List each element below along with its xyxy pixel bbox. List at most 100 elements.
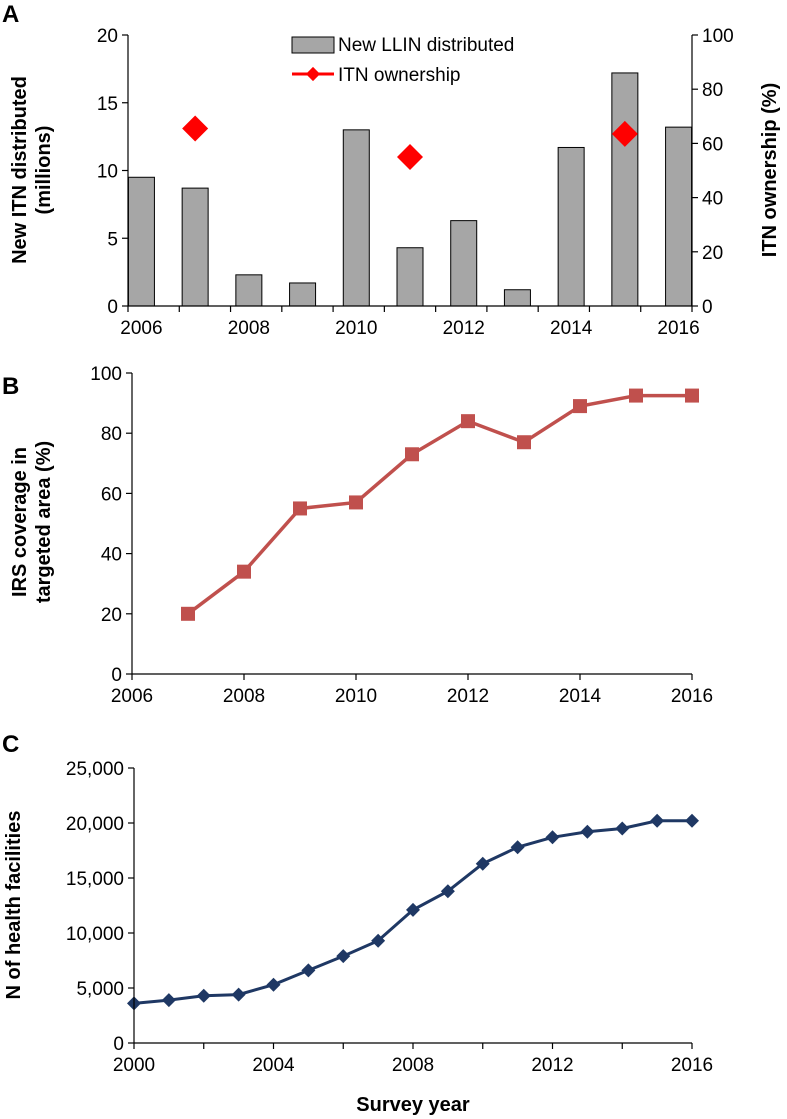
health-facilities-point-2012 bbox=[545, 830, 560, 845]
panel-a-y2tick-label: 20 bbox=[702, 243, 723, 264]
bar-2011 bbox=[396, 247, 424, 307]
bar-2013 bbox=[503, 289, 531, 307]
panel-c-xtick-label: 2008 bbox=[392, 1055, 434, 1076]
legend-swatch-llin bbox=[291, 36, 335, 54]
panel-c-ytick-label: 5,000 bbox=[76, 979, 124, 1000]
panel-c-xtick-label: 2012 bbox=[531, 1055, 573, 1076]
panel-a-y2tick-label: 80 bbox=[702, 80, 723, 101]
itn-marker-2015 bbox=[611, 120, 638, 147]
panel-b-ylabel-line2: targeted area (%) bbox=[33, 441, 55, 603]
panel-b-ytick-label: 40 bbox=[101, 545, 122, 566]
panel-c-xtick-label: 2000 bbox=[113, 1055, 155, 1076]
panel-a-ytick-label: 10 bbox=[97, 162, 118, 183]
bar-2008 bbox=[235, 274, 263, 307]
panel-a-markers bbox=[182, 115, 638, 170]
health-facilities-point-2006 bbox=[336, 949, 351, 964]
panel-a-label: A bbox=[2, 1, 19, 28]
panel-a-ytick-label: 20 bbox=[97, 26, 118, 47]
panel-c-ylabel: N of health facilities bbox=[3, 811, 25, 1000]
bar-2009 bbox=[289, 282, 317, 307]
panel-b-xtick-label: 2010 bbox=[335, 686, 377, 707]
panel-b-plot bbox=[181, 388, 699, 621]
health-facilities-point-2011 bbox=[510, 840, 525, 855]
panel-a-xtick-label: 2014 bbox=[550, 318, 593, 339]
panel-a-xtick-label: 2016 bbox=[657, 318, 699, 339]
panel-a-y2label: ITN ownership (%) bbox=[759, 83, 781, 257]
bar-2016 bbox=[665, 126, 693, 307]
panel-b-xtick-label: 2016 bbox=[671, 686, 713, 707]
irs-point-2010 bbox=[349, 495, 363, 510]
panel-c-xtick-label: 2016 bbox=[671, 1055, 713, 1076]
panel-a-xtick-label: 2006 bbox=[120, 318, 162, 339]
panel-b-ytick-label: 60 bbox=[101, 484, 122, 505]
irs-point-2016 bbox=[685, 388, 699, 403]
panel-c-ytick-label: 20,000 bbox=[66, 814, 124, 835]
panel-a-bars bbox=[127, 72, 693, 307]
health-facilities-point-2010 bbox=[475, 856, 490, 871]
panel-a-xtick-label: 2012 bbox=[443, 318, 485, 339]
panel-b-ytick-label: 100 bbox=[90, 364, 122, 385]
panel-b-xtick-label: 2014 bbox=[559, 686, 602, 707]
panel-b-axes: 0 20 40 60 80 100 2006 2008 2010 2012 2014 2016 bbox=[90, 364, 713, 707]
itn-marker-2011 bbox=[397, 143, 423, 170]
irs-coverage-line bbox=[186, 393, 692, 616]
health-facilities-point-2008 bbox=[406, 902, 420, 917]
panel-a-ytick-label: 5 bbox=[107, 229, 118, 250]
panel-a-y2tick-label: 100 bbox=[702, 26, 734, 47]
panel-b-ylabel-line1: IRS coverage in bbox=[9, 447, 31, 597]
bar-2015 bbox=[611, 72, 639, 307]
health-facilities-point-2001 bbox=[161, 993, 176, 1008]
health-facilities-point-2007 bbox=[371, 933, 386, 948]
panel-b-xtick-label: 2006 bbox=[111, 686, 153, 707]
health-facilities-point-2009 bbox=[440, 884, 455, 899]
bar-2012 bbox=[450, 220, 478, 307]
panel-a: A New ITN distributed (millions) ITN own… bbox=[2, 1, 781, 339]
panel-b-ytick-label: 80 bbox=[101, 424, 122, 445]
irs-point-2011 bbox=[405, 447, 419, 462]
irs-point-2015 bbox=[629, 388, 643, 403]
bar-2010 bbox=[342, 129, 370, 307]
legend-label-itn: ITN ownership bbox=[338, 65, 461, 86]
panel-c: C N of health facilities Survey year 0 5,… bbox=[2, 731, 713, 1116]
health-facilities-point-2013 bbox=[580, 824, 595, 839]
panel-c-ytick-label: 25,000 bbox=[66, 759, 124, 780]
health-facilities-point-2014 bbox=[615, 821, 630, 836]
bar-2007 bbox=[181, 187, 209, 307]
panel-c-xtick-label: 2004 bbox=[252, 1055, 295, 1076]
health-facilities-point-2003 bbox=[231, 987, 246, 1002]
health-facilities-point-2015 bbox=[650, 813, 665, 828]
irs-point-2012 bbox=[461, 414, 475, 429]
irs-point-2009 bbox=[293, 501, 307, 516]
bar-2006 bbox=[127, 176, 155, 307]
legend-label-llin: New LLIN distributed bbox=[338, 35, 514, 56]
panel-b-label: B bbox=[2, 373, 19, 400]
panel-a-y2tick-label: 0 bbox=[702, 297, 713, 318]
panel-a-y2tick-label: 60 bbox=[702, 134, 723, 155]
panel-a-ytick-label: 0 bbox=[107, 297, 118, 318]
panel-b-xtick-label: 2008 bbox=[223, 686, 265, 707]
bar-2014 bbox=[557, 146, 585, 307]
panel-b: B IRS coverage in targeted area (%) 0 20 4… bbox=[2, 364, 713, 707]
irs-point-2013 bbox=[517, 435, 531, 450]
panel-a-ylabel-line2: (millions) bbox=[33, 126, 55, 215]
health-facilities-point-2005 bbox=[301, 963, 316, 978]
legend: New LLIN distributed ITN ownership bbox=[291, 35, 514, 86]
panel-b-xtick-label: 2012 bbox=[447, 686, 489, 707]
irs-point-2014 bbox=[573, 399, 587, 414]
health-facilities-point-2004 bbox=[266, 977, 281, 992]
panel-c-ytick-label: 10,000 bbox=[66, 924, 124, 945]
irs-point-2008 bbox=[237, 564, 251, 579]
panel-a-ylabel-line1: New ITN distributed bbox=[9, 76, 31, 264]
panel-c-plot bbox=[127, 813, 699, 1011]
panel-c-label: C bbox=[2, 731, 19, 758]
itn-marker-2007 bbox=[182, 115, 209, 142]
panel-a-axes: 0 5 10 15 20 0 20 40 60 80 100 2006 2008 2010 2012 2014… bbox=[97, 26, 734, 339]
panel-c-axes: 0 5,000 10,000 15,000 20,000 25,000 2000 2004 20… bbox=[66, 759, 713, 1076]
panel-a-xtick-label: 2010 bbox=[335, 318, 377, 339]
irs-point-2007 bbox=[181, 606, 195, 621]
panel-c-ytick-label: 15,000 bbox=[66, 869, 124, 890]
legend-marker-itn bbox=[305, 66, 321, 82]
panel-b-ytick-label: 0 bbox=[111, 665, 122, 686]
panel-a-ytick-label: 15 bbox=[97, 94, 118, 115]
